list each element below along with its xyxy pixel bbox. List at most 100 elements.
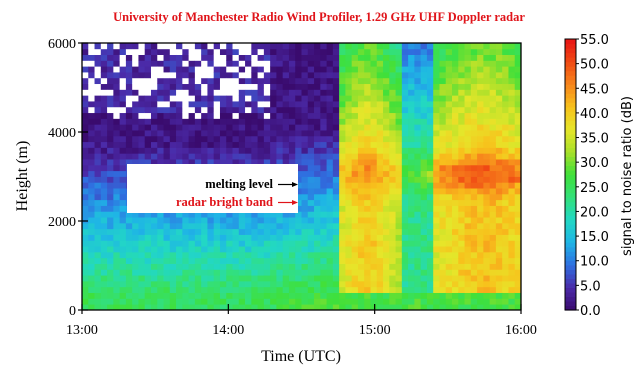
heatmap-cell: [213, 286, 221, 293]
heatmap-cell: [82, 304, 89, 311]
heatmap-cell: [276, 66, 284, 73]
heatmap-cell: [414, 292, 422, 299]
heatmap-cell: [232, 217, 240, 224]
heatmap-cell: [495, 101, 503, 108]
heatmap-cell: [288, 95, 296, 102]
heatmap-cell: [188, 66, 196, 73]
heatmap-cell: [226, 77, 233, 85]
heatmap-cell: [132, 228, 139, 235]
heatmap-cell: [420, 263, 428, 270]
heatmap-cell: [401, 251, 409, 259]
heatmap-cell: [257, 298, 265, 305]
heatmap-cell: [420, 124, 428, 131]
heatmap-cell: [314, 199, 321, 206]
heatmap-cell: [408, 246, 415, 253]
heatmap-cell: [383, 60, 390, 67]
heatmap-cell: [113, 228, 121, 235]
heatmap-cell: [301, 83, 309, 90]
heatmap-cell: [320, 77, 327, 85]
heatmap-cell: [320, 251, 327, 259]
heatmap-cell: [213, 269, 221, 276]
heatmap-cell: [169, 159, 177, 166]
heatmap-cell: [163, 147, 171, 154]
heatmap-cell: [477, 112, 484, 119]
heatmap-cell: [132, 77, 139, 85]
heatmap-cell: [339, 135, 346, 143]
heatmap-cell: [301, 164, 309, 172]
heatmap-cell: [119, 124, 127, 131]
heatmap-cell: [169, 89, 177, 96]
heatmap-cell: [157, 124, 164, 131]
heatmap-cell: [332, 106, 340, 114]
heatmap-cell: [270, 54, 277, 61]
heatmap-cell: [288, 141, 296, 148]
heatmap-cell: [132, 60, 139, 67]
heatmap-cell: [270, 130, 277, 137]
heatmap-cell: [125, 66, 133, 73]
heatmap-cell: [458, 246, 465, 253]
heatmap-cell: [263, 286, 271, 293]
heatmap-cell: [445, 228, 453, 235]
heatmap-cell: [163, 257, 171, 264]
heatmap-cell: [439, 89, 447, 96]
heatmap-cell: [263, 54, 271, 61]
plot-frame: [81, 42, 522, 311]
heatmap-cell: [314, 118, 321, 125]
heatmap-cell: [339, 188, 346, 195]
heatmap-cell: [439, 298, 447, 305]
heatmap-cell: [201, 95, 208, 102]
heatmap-cell: [495, 228, 503, 235]
heatmap-cell: [326, 66, 334, 73]
heatmap-cell: [132, 135, 139, 143]
heatmap-cell: [176, 228, 183, 235]
heatmap-cell: [94, 298, 102, 305]
heatmap-cell: [489, 251, 497, 259]
heatmap-cell: [100, 222, 108, 230]
heatmap-cell: [182, 118, 190, 125]
heatmap-cell: [433, 246, 440, 253]
heatmap-cell: [263, 43, 271, 50]
heatmap-cell: [138, 95, 146, 102]
heatmap-cell: [495, 176, 503, 183]
heatmap-cell: [82, 182, 89, 189]
heatmap-cell: [357, 234, 365, 241]
heatmap-cell: [426, 135, 434, 143]
heatmap-cell: [326, 257, 334, 264]
heatmap-cell: [370, 217, 378, 224]
heatmap-cell: [182, 95, 190, 102]
heatmap-cell: [314, 269, 321, 276]
heatmap-cell: [351, 130, 359, 137]
heatmap-cell: [326, 153, 334, 160]
heatmap-cell: [477, 170, 484, 177]
heatmap-cell: [201, 222, 208, 230]
heatmap-cell: [314, 95, 321, 102]
heatmap-cell: [332, 66, 340, 73]
heatmap-cell: [263, 292, 271, 299]
heatmap-cell: [401, 159, 409, 166]
heatmap-cell: [301, 286, 309, 293]
colorbar-band: [565, 264, 576, 270]
heatmap-cell: [376, 234, 384, 241]
heatmap-cell: [251, 286, 258, 293]
heatmap-cell: [194, 275, 202, 282]
heatmap-cell: [88, 118, 95, 125]
heatmap-cell: [182, 112, 190, 119]
heatmap-cell: [169, 43, 177, 50]
heatmap-cell: [82, 48, 89, 55]
heatmap-cell: [238, 304, 246, 311]
heatmap-cell: [502, 176, 509, 183]
heatmap-cell: [345, 199, 353, 206]
heatmap-cell: [188, 43, 196, 50]
heatmap-cell: [138, 234, 146, 241]
heatmap-cell: [144, 89, 152, 96]
heatmap-cell: [219, 292, 227, 299]
heatmap-cell: [257, 251, 265, 259]
heatmap-cell: [452, 228, 459, 235]
heatmap-cell: [364, 275, 371, 282]
heatmap-cell: [320, 54, 327, 61]
heatmap-cell: [452, 211, 459, 218]
heatmap-cell: [201, 298, 208, 305]
heatmap-cell: [320, 147, 327, 154]
heatmap-cell: [389, 304, 396, 311]
heatmap-cell: [345, 182, 353, 189]
